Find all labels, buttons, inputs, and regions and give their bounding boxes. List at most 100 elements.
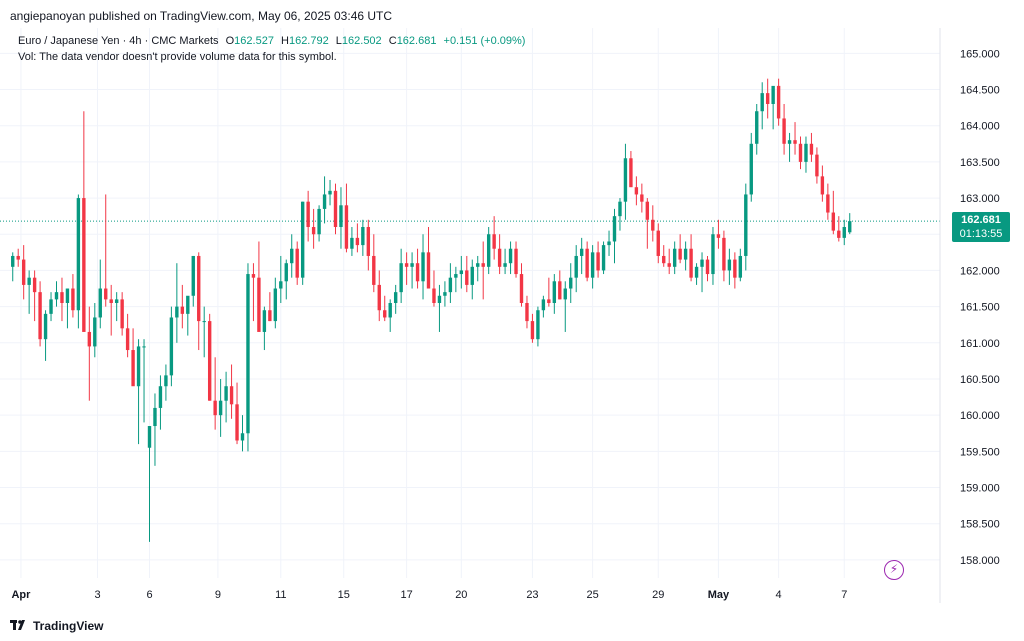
volume-note: Vol: The data vendor doesn't provide vol… [18,51,337,63]
candle-body [32,277,37,293]
candle-body [300,201,305,278]
candle-body [547,299,551,303]
last-price-value: 162.681 [961,214,1001,226]
y-tick-label: 164.500 [960,85,1000,97]
x-tick-label: 23 [526,589,538,601]
y-tick-label: 162.000 [960,265,1000,277]
candle-body [295,248,299,278]
x-tick-label: Apr [11,589,31,601]
candle-body [273,288,278,322]
candle-body [722,237,726,271]
candle-body [98,288,102,318]
x-tick-label: 11 [275,589,286,601]
candle-body [667,263,671,267]
candle-body [678,248,682,260]
candle-body [251,274,256,278]
x-tick-label: 6 [146,589,152,601]
published-by-line: angiepanoyan published on TradingView.co… [10,9,393,23]
candle-body [804,143,808,162]
x-tick-label: 7 [841,589,847,601]
candle-body [541,299,546,311]
candle-body [27,277,31,285]
candle-body [727,259,732,271]
candle-body [76,198,81,311]
time-axis[interactable]: Apr 3 6 9 11 15 17 20 23 25 29 May 4 7 [11,589,847,601]
candle-body [246,274,250,434]
candle-body [486,234,491,267]
candle-body [71,288,75,311]
candle-body [454,274,458,278]
x-tick-label: 17 [400,589,412,601]
candle-body [820,176,825,195]
candle-body [142,346,146,348]
footer-brand-label: TradingView [33,619,104,633]
candle-body [218,400,223,416]
candle-body [733,259,737,278]
candle-body [186,295,190,314]
candle-body [470,266,474,285]
candle-body [738,255,743,278]
last-price-tag: 162.681 01:13:55 [952,212,1010,242]
candle-body [404,263,409,267]
candle-body [372,255,376,285]
candle-body [705,259,710,275]
candle-body [711,234,715,275]
high-value: 162.792 [288,35,329,47]
candle-body [54,292,59,300]
candle-body [749,143,753,195]
candle-body [393,292,398,303]
open-label: O [225,35,235,47]
candle-body [629,158,633,188]
candle-body [574,255,578,278]
candle-body [125,328,130,351]
low-value: 162.502 [341,35,382,47]
y-tick-label: 158.000 [960,555,1000,567]
candle-body [262,310,267,332]
candle-body [782,118,786,144]
candle-body [640,194,644,202]
candle-body [645,201,650,220]
candle-body [776,85,781,119]
candle-body [164,375,168,387]
candle-body [229,386,234,405]
candle-body [689,248,693,278]
candle-body [317,208,321,235]
candle-body [443,292,447,296]
candle-body [257,277,261,332]
candle-body [525,303,529,322]
y-tick-label: 163.500 [960,157,1000,169]
candle-body [328,190,332,195]
candle-body [672,248,677,267]
candle-body [410,263,414,267]
candle-body [651,219,655,231]
candle-body [700,259,704,267]
candle-body [601,245,606,271]
candle-body [60,292,64,303]
candle-body [279,281,283,289]
candlestick-chart[interactable]: 158.000 158.500 159.000 159.500 160.000 160.5… [0,28,1024,613]
candle-body [809,143,814,155]
x-tick-label: 3 [94,589,100,601]
candle-body [618,201,622,217]
candle-body [432,288,436,303]
candle-body [153,407,157,427]
symbol-label[interactable]: Euro / Japanese Yen · 4h · CMC Markets [18,35,219,47]
footer-brand: TradingView [10,618,103,634]
candle-body [755,111,759,144]
x-tick-label: 15 [338,589,350,601]
candle-body [399,263,403,293]
candle-body [175,306,179,318]
candle-body [415,263,420,282]
y-tick-label: 158.500 [960,519,1000,531]
high-label: H [281,35,289,47]
candle-body [169,317,174,376]
bar-countdown: 01:13:55 [959,228,1003,240]
candle-body [826,194,830,213]
candle-body [552,281,557,303]
alert-button[interactable]: ⚡ [884,560,904,580]
price-axis[interactable]: 158.000 158.500 159.000 159.500 160.000 160.5… [939,28,1000,603]
candle-body [607,241,611,246]
candle-body [590,252,595,278]
close-value: 162.681 [396,35,437,47]
y-tick-label: 160.500 [960,374,1000,386]
